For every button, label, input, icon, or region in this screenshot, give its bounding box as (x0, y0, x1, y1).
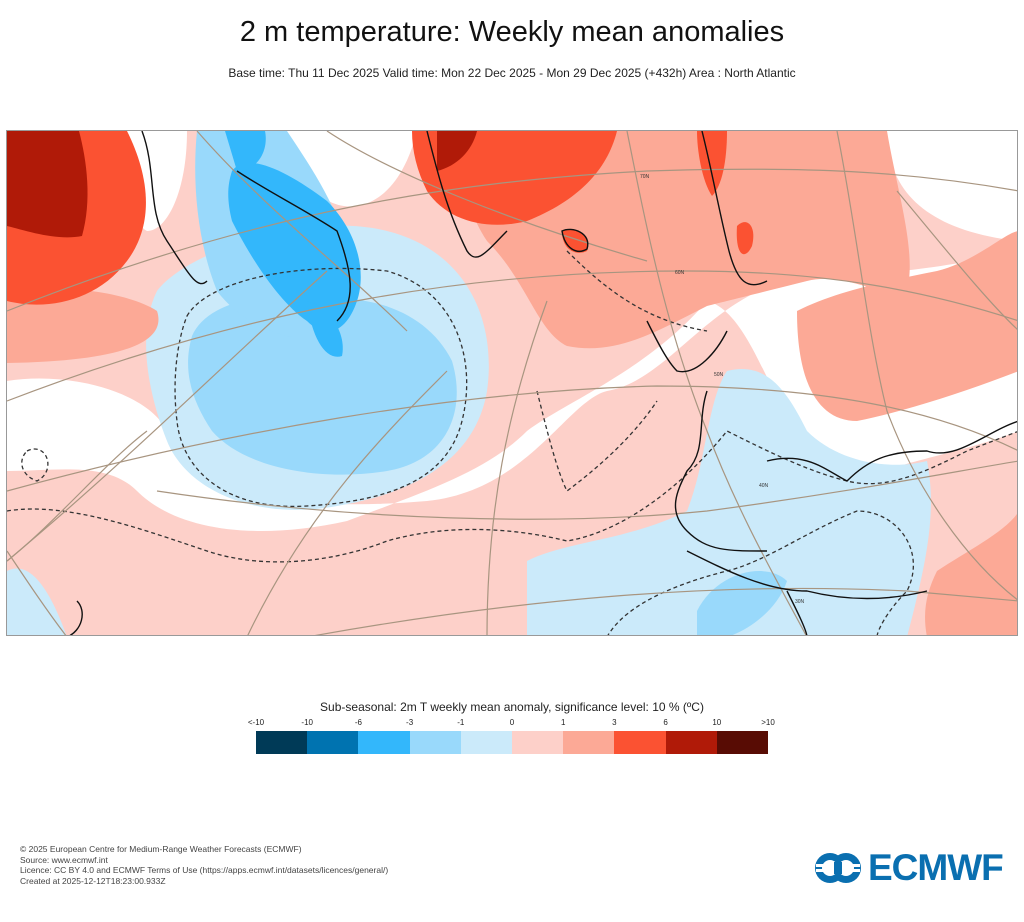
legend-tick: -3 (406, 718, 414, 727)
very-warm-region (697, 131, 727, 196)
legend-swatch (358, 731, 410, 754)
footer: © 2025 European Centre for Medium-Range … (20, 844, 388, 886)
licence-text: Licence: CC BY 4.0 and ECMWF Terms of Us… (20, 865, 389, 875)
slightly-cold-region (527, 369, 931, 635)
extreme-warm-region (437, 131, 477, 171)
legend-tick: 6 (663, 718, 668, 727)
warm-region (7, 288, 159, 363)
legend-swatch (716, 731, 769, 754)
logo-text: ECMWF (868, 847, 1004, 888)
legend-tick: -6 (354, 718, 362, 727)
lat-label-30n: 30N (795, 599, 805, 605)
slightly-cold-region (7, 568, 67, 635)
anomaly-map: 70N 60N 50N 40N 30N (6, 130, 1018, 636)
ecmwf-logo-icon (815, 853, 861, 883)
legend-tick: <-10 (247, 718, 265, 727)
very-cold-region (307, 301, 343, 357)
lat-label-40n: 40N (759, 483, 769, 489)
created-text: Created at 2025-12-12T18:23:00.933Z (20, 875, 166, 886)
legend-tick: 1 (560, 718, 566, 727)
warm-region (797, 231, 1017, 421)
lat-label-60n: 60N (675, 270, 685, 276)
legend-ticks: <-10 -10 -6 -3 -1 0 1 3 6 10 >10 (248, 718, 775, 730)
very-cold-region (228, 162, 361, 332)
legend-tick: -10 (301, 718, 313, 727)
map-canvas: 70N 60N 50N 40N 30N (7, 131, 1017, 635)
legend-title: Sub-seasonal: 2m T weekly mean anomaly, … (320, 700, 704, 714)
legend-swatch (563, 731, 615, 754)
source-text: Source: www.ecmwf.int (20, 854, 108, 865)
lat-label-50n: 50N (714, 372, 724, 378)
legend-tick: >10 (761, 718, 775, 727)
legend-swatch (614, 731, 666, 754)
warm-region (925, 513, 1017, 635)
chart-title: 2 m temperature: Weekly mean anomalies (239, 16, 785, 48)
color-legend-bar (256, 731, 769, 754)
legend-swatch (307, 731, 359, 754)
chart-subtitle: Base time: Thu 11 Dec 2025 Valid time: M… (228, 66, 796, 80)
lat-label-70n: 70N (640, 174, 650, 180)
cold-region (697, 571, 787, 635)
legend-swatch (665, 731, 717, 754)
copyright-text: © 2025 European Centre for Medium-Range … (20, 844, 302, 854)
legend-tick: 10 (712, 718, 722, 727)
legend-swatch (256, 731, 308, 754)
ecmwf-logo: ECMWF (814, 847, 1004, 889)
legend-swatch (512, 731, 564, 754)
legend-tick: 3 (612, 718, 617, 727)
latitude-labels: 70N 60N 50N 40N 30N (640, 174, 805, 605)
legend-swatch (409, 731, 461, 754)
extreme-warm-region (7, 131, 88, 238)
very-cold-region (225, 131, 266, 171)
coastlines (69, 131, 1017, 635)
legend-swatch (460, 731, 513, 754)
graticule (7, 131, 1017, 635)
very-warm-region (736, 222, 754, 255)
legend-tick: -1 (457, 718, 465, 727)
legend-tick: 0 (509, 718, 515, 727)
